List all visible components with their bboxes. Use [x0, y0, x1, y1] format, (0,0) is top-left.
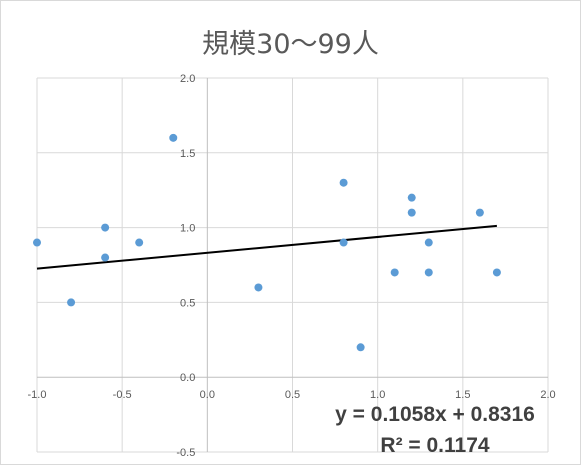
data-point [101, 253, 110, 262]
y-tick-label: 0.5 [180, 297, 195, 309]
data-point [339, 178, 348, 187]
x-tick-label: 0.5 [285, 389, 300, 401]
r-squared-label: R² = 0.1174 [380, 434, 490, 457]
y-tick-label: 0.0 [180, 372, 195, 384]
y-tick-label: -0.5 [176, 447, 195, 459]
data-point [424, 268, 433, 277]
data-point [407, 208, 416, 217]
data-point [356, 343, 365, 352]
axes [37, 78, 548, 452]
x-tick-label: 2.0 [540, 389, 555, 401]
data-point [135, 238, 144, 247]
data-point [407, 193, 416, 202]
data-points [33, 133, 501, 352]
x-tick-label: 1.5 [455, 389, 470, 401]
trendline [36, 224, 497, 270]
trendline-layer [36, 224, 497, 270]
data-point [475, 208, 484, 217]
trendline-equation: y = 0.1058x + 0.8316 [335, 403, 535, 426]
x-tick-label: 0.0 [200, 389, 215, 401]
data-point [390, 268, 399, 277]
gridlines [36, 77, 549, 453]
data-point [101, 223, 110, 232]
data-point [492, 268, 501, 277]
y-tick-label: 1.0 [180, 223, 195, 235]
chart-title: 規模30〜99人 [202, 29, 379, 60]
tick-labels: -1.0 -0.5 0.0 0.5 1.0 1.5 2.0 -0.5 0.0 0.5 1.0 1.5 2… [28, 73, 556, 459]
y-tick-label: 1.5 [180, 148, 195, 160]
x-tick-label: -1.0 [28, 389, 47, 401]
data-point [33, 238, 41, 247]
x-tick-label: 1.0 [370, 389, 385, 401]
data-point [254, 283, 263, 292]
x-tick-label: -0.5 [113, 389, 132, 401]
data-point [67, 298, 76, 307]
data-point [169, 133, 178, 142]
y-tick-label: 2.0 [180, 73, 195, 85]
data-point [424, 238, 433, 247]
data-point [339, 238, 348, 247]
